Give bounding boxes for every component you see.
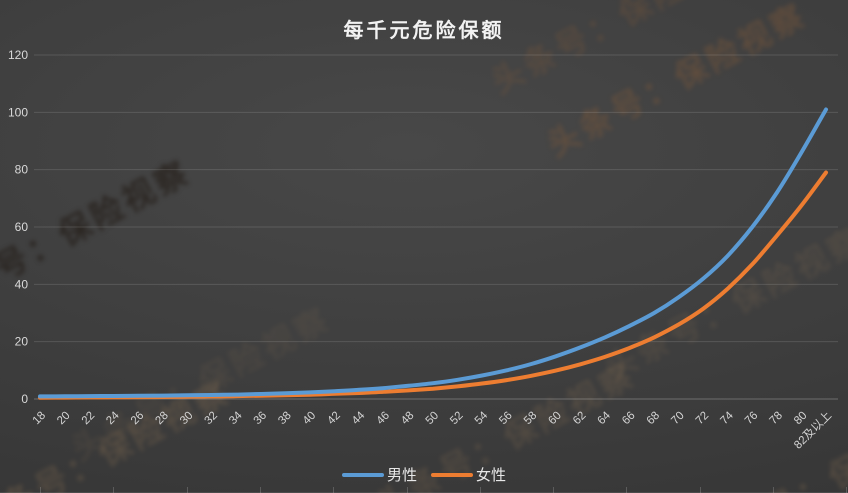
x-tick-label: 38 <box>276 410 294 428</box>
bottom-tick <box>113 487 115 493</box>
bottom-tick <box>699 487 701 493</box>
x-tick-label: 26 <box>129 410 147 428</box>
x-tick-label: 28 <box>153 410 171 428</box>
bottom-tick <box>553 487 555 493</box>
x-tick-label: 22 <box>80 410 98 428</box>
bottom-tick <box>406 487 408 493</box>
bottom-tick <box>626 487 628 493</box>
y-tick-label: 100 <box>8 105 28 119</box>
x-tick-label: 36 <box>252 410 270 428</box>
bottom-tick <box>40 487 41 493</box>
y-tick-label: 20 <box>15 335 29 349</box>
x-tick-label: 52 <box>448 410 466 428</box>
x-tick-label: 48 <box>399 410 417 428</box>
x-tick-label: 66 <box>620 410 638 428</box>
y-tick-label: 40 <box>15 277 29 291</box>
x-tick-label: 64 <box>596 409 614 427</box>
x-tick-label: 54 <box>473 409 491 427</box>
female-line <box>38 170 828 400</box>
legend-label-male: 男性 <box>386 468 417 484</box>
x-tick-label: 20 <box>55 410 73 428</box>
female-line-swatch <box>431 472 473 477</box>
y-tick-label: 60 <box>15 220 29 234</box>
x-tick-label: 34 <box>227 409 245 427</box>
legend-label-female: 女性 <box>476 468 507 484</box>
y-tick-label: 120 <box>8 48 28 62</box>
x-tick-label: 70 <box>669 410 687 428</box>
male-line-swatch <box>341 472 384 477</box>
bottom-tick <box>479 487 481 493</box>
x-tick-label: 78 <box>767 410 785 428</box>
x-tick-label: 42 <box>325 410 343 428</box>
bottom-tick <box>186 487 188 493</box>
x-tick-label: 68 <box>645 410 663 428</box>
x-tick-label: 76 <box>743 410 761 428</box>
x-tick-label: 58 <box>522 410 540 428</box>
x-tick-label: 46 <box>374 410 392 428</box>
bottom-tick <box>846 487 848 493</box>
x-tick-label: 60 <box>546 410 564 428</box>
x-tick-label: 62 <box>571 410 589 428</box>
x-tick-label: 18 <box>31 410 49 428</box>
chart-legend: 男性 女性 <box>0 464 848 485</box>
x-tick-label: 30 <box>178 410 196 428</box>
y-tick-label: 0 <box>21 392 28 406</box>
legend-item-male[interactable]: 男性 <box>341 464 417 485</box>
chart-title: 每千元危险保额 <box>343 20 505 42</box>
male-line <box>38 107 828 399</box>
y-tick-label: 80 <box>15 163 29 177</box>
bottom-tick <box>773 487 774 493</box>
x-tick-label: 56 <box>497 410 515 428</box>
x-tick-label: 50 <box>424 410 442 428</box>
x-tick-label: 24 <box>104 409 122 427</box>
x-tick-label: 40 <box>301 410 319 428</box>
x-tick-label: 44 <box>350 409 368 427</box>
x-tick-label: 32 <box>203 410 221 428</box>
x-tick-label: 74 <box>718 409 736 427</box>
bottom-tick <box>333 487 335 493</box>
x-tick-label: 80 <box>792 410 810 428</box>
x-tick-label: 72 <box>694 410 712 428</box>
bottom-tick <box>259 487 261 493</box>
legend-item-female[interactable]: 女性 <box>431 464 506 485</box>
